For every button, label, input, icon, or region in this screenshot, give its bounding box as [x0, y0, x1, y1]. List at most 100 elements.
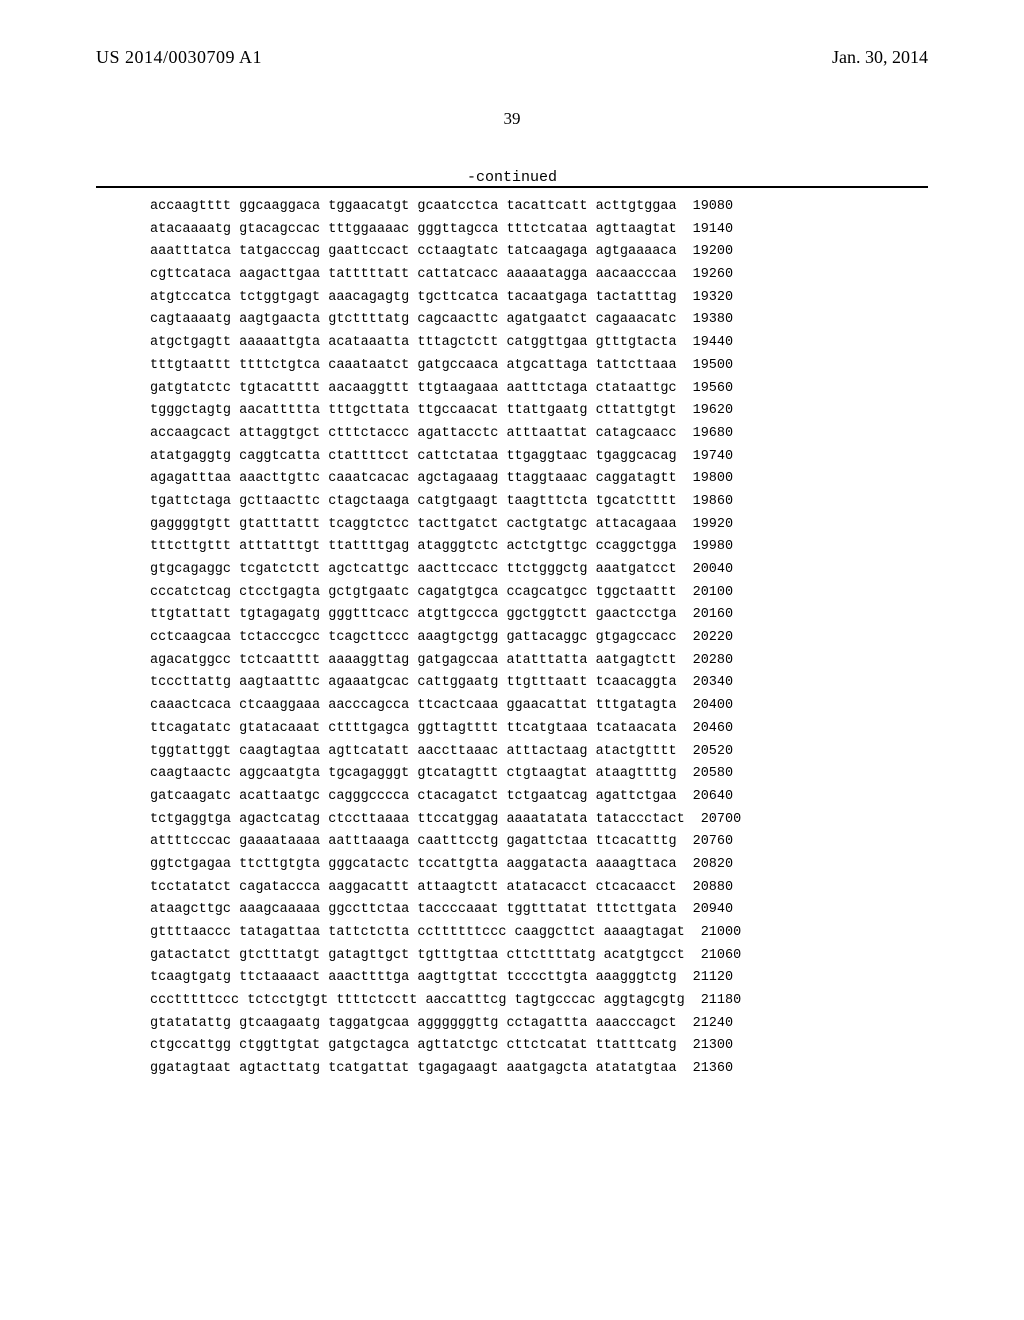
sequence-row: gatactatct gtctttatgt gatagttgct tgtttgt…: [150, 949, 741, 972]
sequence-position: 19140: [693, 223, 734, 237]
sequence-position: 21240: [693, 1017, 734, 1031]
sequence-groups: cccatctcag ctcctgagta gctgtgaatc cagatgt…: [150, 586, 677, 600]
sequence-row: gttttaaccc tatagattaa tattctctta ccttttt…: [150, 926, 741, 949]
sequence-row: caagtaactc aggcaatgta tgcagagggt gtcatag…: [150, 767, 741, 790]
sequence-groups: tctgaggtga agactcatag ctccttaaaa ttccatg…: [150, 813, 685, 827]
sequence-groups: accaagtttt ggcaaggaca tggaacatgt gcaatcc…: [150, 200, 677, 214]
sequence-groups: gatactatct gtctttatgt gatagttgct tgtttgt…: [150, 949, 685, 963]
sequence-position: 19080: [693, 200, 734, 214]
sequence-groups: gaggggtgtt gtatttattt tcaggtctcc tacttga…: [150, 518, 677, 532]
sequence-row: gaggggtgtt gtatttattt tcaggtctcc tacttga…: [150, 518, 741, 541]
sequence-position: 19620: [693, 404, 734, 418]
sequence-listing: accaagtttt ggcaaggaca tggaacatgt gcaatcc…: [150, 200, 741, 1085]
sequence-row: tgggctagtg aacattttta tttgcttata ttgccaa…: [150, 404, 741, 427]
sequence-row: atatgaggtg caggtcatta ctattttcct cattcta…: [150, 450, 741, 473]
sequence-position: 20040: [693, 563, 734, 577]
sequence-groups: atacaaaatg gtacagccac tttggaaaac gggttag…: [150, 223, 677, 237]
sequence-row: ttcagatatc gtatacaaat cttttgagca ggttagt…: [150, 722, 741, 745]
sequence-groups: tcaagtgatg ttctaaaact aaacttttga aagttgt…: [150, 971, 677, 985]
sequence-position: 20400: [693, 699, 734, 713]
sequence-row: gtgcagaggc tcgatctctt agctcattgc aacttcc…: [150, 563, 741, 586]
sequence-row: atgtccatca tctggtgagt aaacagagtg tgcttca…: [150, 291, 741, 314]
sequence-row: agacatggcc tctcaatttt aaaaggttag gatgagc…: [150, 654, 741, 677]
sequence-groups: caaactcaca ctcaaggaaa aacccagcca ttcactc…: [150, 699, 677, 713]
sequence-groups: ccctttttccc tctcctgtgt ttttctcctt aaccat…: [150, 994, 685, 1008]
sequence-row: ttgtattatt tgtagagatg gggtttcacc atgttgc…: [150, 608, 741, 631]
sequence-row: agagatttaa aaacttgttc caaatcacac agctaga…: [150, 472, 741, 495]
sequence-position: 20280: [693, 654, 734, 668]
sequence-position: 19680: [693, 427, 734, 441]
sequence-position: 20520: [693, 745, 734, 759]
sequence-position: 21180: [701, 994, 742, 1008]
sequence-groups: atgctgagtt aaaaattgta acataaatta tttagct…: [150, 336, 677, 350]
sequence-groups: accaagcact attaggtgct ctttctaccc agattac…: [150, 427, 677, 441]
sequence-position: 21120: [693, 971, 734, 985]
sequence-position: 19440: [693, 336, 734, 350]
sequence-groups: aaatttatca tatgacccag gaattccact cctaagt…: [150, 245, 677, 259]
sequence-row: tcccttattg aagtaatttc agaaatgcac cattgga…: [150, 676, 741, 699]
sequence-groups: ttcagatatc gtatacaaat cttttgagca ggttagt…: [150, 722, 677, 736]
header-publication-number: US 2014/0030709 A1: [96, 48, 262, 66]
sequence-position: 19560: [693, 382, 734, 396]
sequence-row: ccctttttccc tctcctgtgt ttttctcctt aaccat…: [150, 994, 741, 1017]
sequence-position: 19740: [693, 450, 734, 464]
sequence-row: atgctgagtt aaaaattgta acataaatta tttagct…: [150, 336, 741, 359]
sequence-position: 20700: [701, 813, 742, 827]
sequence-groups: gatcaagatc acattaatgc cagggcccca ctacaga…: [150, 790, 677, 804]
header-date: Jan. 30, 2014: [832, 48, 928, 66]
sequence-position: 20160: [693, 608, 734, 622]
sequence-groups: ataagcttgc aaagcaaaaa ggccttctaa tacccca…: [150, 903, 677, 917]
sequence-row: caaactcaca ctcaaggaaa aacccagcca ttcactc…: [150, 699, 741, 722]
sequence-groups: ggatagtaat agtacttatg tcatgattat tgagaga…: [150, 1062, 677, 1076]
sequence-row: ctgccattgg ctggttgtat gatgctagca agttatc…: [150, 1039, 741, 1062]
sequence-row: tctgaggtga agactcatag ctccttaaaa ttccatg…: [150, 813, 741, 836]
sequence-groups: ctgccattgg ctggttgtat gatgctagca agttatc…: [150, 1039, 677, 1053]
sequence-position: 19800: [693, 472, 734, 486]
sequence-row: aaatttatca tatgacccag gaattccact cctaagt…: [150, 245, 741, 268]
page-root: US 2014/0030709 A1 Jan. 30, 2014 39 -con…: [0, 0, 1024, 1320]
sequence-position: 19200: [693, 245, 734, 259]
sequence-groups: gttttaaccc tatagattaa tattctctta ccttttt…: [150, 926, 685, 940]
sequence-row: accaagcact attaggtgct ctttctaccc agattac…: [150, 427, 741, 450]
sequence-row: ggatagtaat agtacttatg tcatgattat tgagaga…: [150, 1062, 741, 1085]
sequence-row: tgattctaga gcttaacttc ctagctaaga catgtga…: [150, 495, 741, 518]
sequence-position: 19380: [693, 313, 734, 327]
sequence-groups: ggtctgagaa ttcttgtgta gggcatactc tccattg…: [150, 858, 677, 872]
sequence-groups: gtgcagaggc tcgatctctt agctcattgc aacttcc…: [150, 563, 677, 577]
sequence-groups: caagtaactc aggcaatgta tgcagagggt gtcatag…: [150, 767, 677, 781]
sequence-groups: cgttcataca aagacttgaa tatttttatt cattatc…: [150, 268, 677, 282]
sequence-groups: tttcttgttt atttatttgt ttattttgag atagggt…: [150, 540, 677, 554]
sequence-row: cccatctcag ctcctgagta gctgtgaatc cagatgt…: [150, 586, 741, 609]
sequence-row: accaagtttt ggcaaggaca tggaacatgt gcaatcc…: [150, 200, 741, 223]
sequence-row: tcaagtgatg ttctaaaact aaacttttga aagttgt…: [150, 971, 741, 994]
sequence-position: 21060: [701, 949, 742, 963]
sequence-position: 20820: [693, 858, 734, 872]
sequence-row: gatcaagatc acattaatgc cagggcccca ctacaga…: [150, 790, 741, 813]
sequence-position: 20640: [693, 790, 734, 804]
sequence-position: 19260: [693, 268, 734, 282]
sequence-row: cctcaagcaa tctacccgcc tcagcttccc aaagtgc…: [150, 631, 741, 654]
sequence-groups: tgggctagtg aacattttta tttgcttata ttgccaa…: [150, 404, 677, 418]
sequence-row: gatgtatctc tgtacatttt aacaaggttt ttgtaag…: [150, 382, 741, 405]
sequence-row: tggtattggt caagtagtaa agttcatatt aacctta…: [150, 745, 741, 768]
sequence-position: 19320: [693, 291, 734, 305]
sequence-groups: tcctatatct cagataccca aaggacattt attaagt…: [150, 881, 677, 895]
sequence-groups: gtatatattg gtcaagaatg taggatgcaa agggggg…: [150, 1017, 677, 1031]
sequence-groups: gatgtatctc tgtacatttt aacaaggttt ttgtaag…: [150, 382, 677, 396]
sequence-row: cgttcataca aagacttgaa tatttttatt cattatc…: [150, 268, 741, 291]
sequence-groups: tcccttattg aagtaatttc agaaatgcac cattgga…: [150, 676, 677, 690]
sequence-position: 20100: [693, 586, 734, 600]
sequence-position: 21360: [693, 1062, 734, 1076]
sequence-groups: tggtattggt caagtagtaa agttcatatt aacctta…: [150, 745, 677, 759]
sequence-groups: cctcaagcaa tctacccgcc tcagcttccc aaagtgc…: [150, 631, 677, 645]
sequence-groups: atatgaggtg caggtcatta ctattttcct cattcta…: [150, 450, 677, 464]
sequence-row: tttcttgttt atttatttgt ttattttgag atagggt…: [150, 540, 741, 563]
sequence-position: 20940: [693, 903, 734, 917]
sequence-position: 19920: [693, 518, 734, 532]
sequence-groups: agacatggcc tctcaatttt aaaaggttag gatgagc…: [150, 654, 677, 668]
sequence-position: 20340: [693, 676, 734, 690]
page-number: 39: [0, 110, 1024, 127]
sequence-position: 20460: [693, 722, 734, 736]
sequence-groups: attttcccac gaaaataaaa aatttaaaga caatttc…: [150, 835, 677, 849]
sequence-position: 19860: [693, 495, 734, 509]
